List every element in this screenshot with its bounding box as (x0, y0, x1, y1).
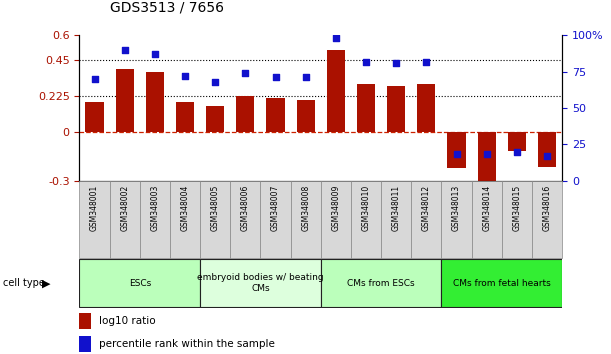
Point (90, 76, 100, 82)
FancyBboxPatch shape (411, 181, 442, 258)
Text: GSM348011: GSM348011 (392, 184, 401, 230)
FancyBboxPatch shape (79, 181, 109, 258)
FancyBboxPatch shape (170, 181, 200, 258)
Text: cell type: cell type (3, 278, 45, 288)
Bar (297, 100, 315, 132)
FancyBboxPatch shape (502, 181, 532, 258)
Text: GSM348008: GSM348008 (301, 184, 310, 231)
Bar (266, 98, 285, 132)
Point (180, 73, 190, 79)
FancyBboxPatch shape (200, 181, 230, 258)
FancyBboxPatch shape (291, 181, 321, 258)
Text: GSM348009: GSM348009 (331, 184, 340, 231)
Bar (115, 69, 134, 132)
Bar (79, 336, 92, 352)
FancyBboxPatch shape (79, 259, 200, 307)
FancyBboxPatch shape (442, 259, 562, 307)
Text: ESCs: ESCs (129, 279, 151, 288)
Point (241, 70, 251, 76)
Text: GSM348006: GSM348006 (241, 184, 250, 231)
Text: percentile rank within the sample: percentile rank within the sample (99, 339, 274, 349)
Point (301, 75, 310, 80)
Text: GSM348001: GSM348001 (90, 184, 99, 231)
FancyBboxPatch shape (260, 181, 291, 258)
FancyBboxPatch shape (321, 181, 351, 258)
Point (361, 59, 371, 64)
Text: CMs from ESCs: CMs from ESCs (347, 279, 415, 288)
FancyBboxPatch shape (140, 181, 170, 258)
Bar (417, 84, 436, 132)
Text: GSM348004: GSM348004 (180, 184, 189, 231)
Text: embryoid bodies w/ beating
CMs: embryoid bodies w/ beating CMs (197, 274, 324, 293)
Bar (387, 86, 405, 132)
Point (452, 152, 461, 157)
Bar (327, 50, 345, 132)
Text: GSM348015: GSM348015 (513, 184, 521, 231)
Point (542, 153, 552, 159)
Point (482, 152, 492, 157)
Text: log10 ratio: log10 ratio (99, 316, 155, 326)
Text: GSM348010: GSM348010 (362, 184, 370, 231)
Bar (176, 102, 194, 132)
Point (271, 75, 280, 80)
Point (422, 59, 431, 64)
Bar (206, 105, 224, 132)
Text: GSM348003: GSM348003 (150, 184, 159, 231)
Point (210, 79, 220, 85)
Bar (447, 132, 466, 168)
Text: GSM348005: GSM348005 (211, 184, 220, 231)
Bar (538, 132, 556, 167)
Text: GDS3513 / 7656: GDS3513 / 7656 (110, 0, 224, 14)
FancyBboxPatch shape (321, 259, 442, 307)
Point (150, 51, 159, 57)
FancyBboxPatch shape (109, 181, 140, 258)
Point (331, 35, 341, 41)
Text: GSM348007: GSM348007 (271, 184, 280, 231)
Bar (236, 96, 254, 132)
FancyBboxPatch shape (200, 259, 321, 307)
Bar (357, 84, 375, 132)
Text: CMs from fetal hearts: CMs from fetal hearts (453, 279, 551, 288)
FancyBboxPatch shape (532, 181, 562, 258)
Text: ▶: ▶ (42, 278, 50, 288)
FancyBboxPatch shape (381, 181, 411, 258)
FancyBboxPatch shape (472, 181, 502, 258)
Text: GSM348014: GSM348014 (482, 184, 491, 231)
Point (120, 47, 130, 53)
Text: GSM348013: GSM348013 (452, 184, 461, 231)
Bar (146, 73, 164, 132)
Text: GSM348016: GSM348016 (543, 184, 552, 231)
Bar (86, 102, 104, 132)
Bar (79, 313, 92, 329)
FancyBboxPatch shape (442, 181, 472, 258)
Text: GSM348012: GSM348012 (422, 184, 431, 230)
Point (512, 149, 522, 154)
FancyBboxPatch shape (230, 181, 260, 258)
Text: GSM348002: GSM348002 (120, 184, 129, 231)
FancyBboxPatch shape (351, 181, 381, 258)
Bar (478, 132, 496, 187)
Bar (508, 132, 526, 151)
Point (391, 60, 401, 66)
